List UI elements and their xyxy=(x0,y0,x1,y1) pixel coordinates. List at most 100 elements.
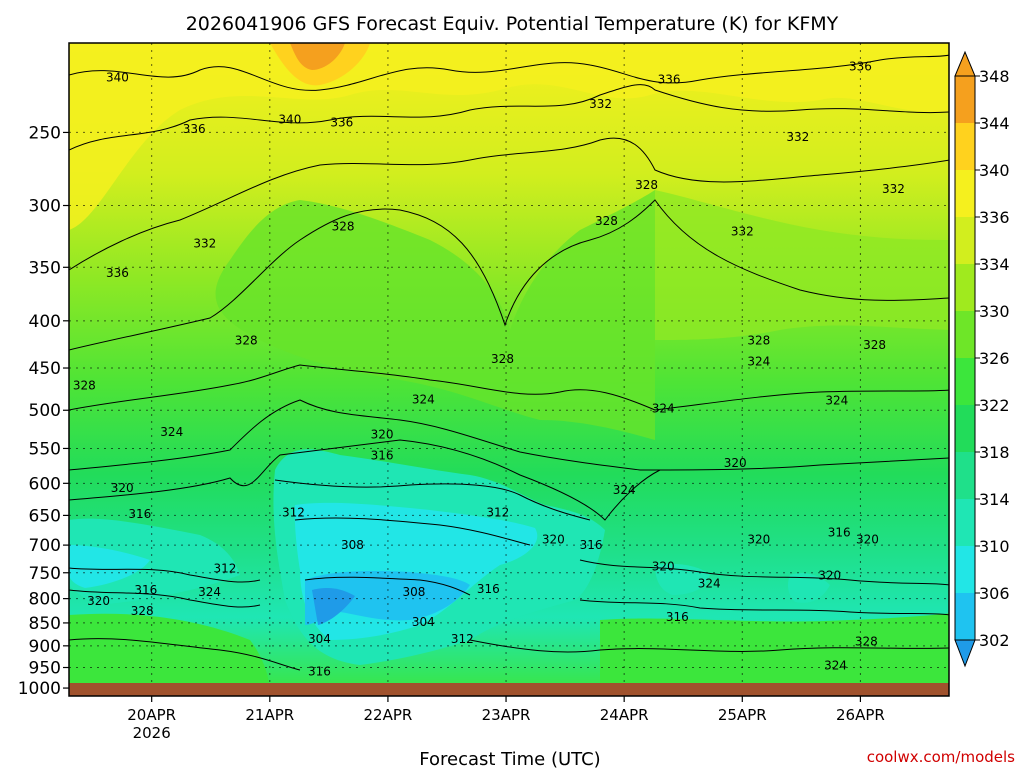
y-tick-label: 600 xyxy=(29,474,61,494)
contour-label: 320 xyxy=(856,532,879,546)
y-axis: 250 300 350 400 450 500 550 600 650 700 750 800 850 9… xyxy=(18,123,69,699)
contour-label: 336 xyxy=(658,72,681,86)
y-tick-label: 300 xyxy=(29,197,61,217)
contour-label: 308 xyxy=(402,585,425,599)
y-tick-label: 900 xyxy=(29,637,61,657)
contour-label: 324 xyxy=(824,658,847,672)
colorbar-segment xyxy=(955,217,975,264)
contour-label: 340 xyxy=(278,112,301,126)
contour-label: 304 xyxy=(308,632,331,646)
contour-low-east-2 xyxy=(579,599,949,616)
x-axis-label: Forecast Time (UTC) xyxy=(419,749,600,768)
colorbar-segment xyxy=(955,546,975,593)
contour-324 xyxy=(69,364,949,411)
x-tick-label: 26APR xyxy=(836,706,885,724)
contour-label: 312 xyxy=(486,505,509,519)
field-mid-east xyxy=(655,190,949,340)
y-tick-label: 450 xyxy=(29,359,61,379)
colorbar: 302 306 310 314 318 322 326 330 334 336 340 344 348 xyxy=(954,50,1010,668)
colorbar-label: 334 xyxy=(979,255,1010,274)
contour-312 xyxy=(274,479,591,521)
field-warm-aloft xyxy=(69,43,949,230)
colorbar-label: 348 xyxy=(979,67,1010,86)
contour-label: 308 xyxy=(341,538,364,552)
chart-title: 2026041906 GFS Forecast Equiv. Potential… xyxy=(186,13,839,35)
contour-340 xyxy=(69,54,949,91)
contour-label: 324 xyxy=(652,402,675,416)
contour-label: 324 xyxy=(613,483,636,497)
colorbar-bottom-arrow xyxy=(954,639,976,668)
y-tick-label: 550 xyxy=(29,439,61,459)
y-tick-label: 700 xyxy=(29,536,61,556)
contour-332 xyxy=(69,137,949,271)
contour-label: 324 xyxy=(412,393,435,407)
contour-label: 316 xyxy=(477,582,500,596)
colorbar-top-arrow xyxy=(954,50,976,77)
contour-label: 320 xyxy=(542,532,565,546)
y-tick-label: 950 xyxy=(29,659,61,679)
contour-label: 324 xyxy=(747,355,770,369)
contour-328 xyxy=(69,199,949,351)
contour-label: 340 xyxy=(106,71,129,85)
contour-label: 320 xyxy=(818,568,841,582)
colorbar-label: 310 xyxy=(979,537,1010,556)
contour-label: 336 xyxy=(106,266,129,280)
y-tick-label: 250 xyxy=(29,123,61,143)
contour-label: 332 xyxy=(882,182,905,196)
ground-group xyxy=(69,683,949,696)
contour-low-east xyxy=(579,559,949,586)
contour-label: 324 xyxy=(698,576,721,590)
colorbar-segment xyxy=(955,264,975,311)
contour-label: 316 xyxy=(308,665,331,679)
contour-label: 320 xyxy=(87,594,110,608)
colorbar-label: 326 xyxy=(979,349,1010,368)
contour-label: 324 xyxy=(160,425,183,439)
colorbar-label: 322 xyxy=(979,396,1010,415)
x-tick-label: 25APR xyxy=(718,706,767,724)
y-tick-label: 1000 xyxy=(18,679,61,699)
field-east-dry-2 xyxy=(787,573,830,603)
contour-label: 328 xyxy=(863,338,886,352)
field-mid-tongue xyxy=(215,190,656,440)
contour-label: 336 xyxy=(183,122,206,136)
x-tick-label: 23APR xyxy=(482,706,531,724)
x-tick-label: 21APR xyxy=(245,706,294,724)
field-surface-east xyxy=(600,613,949,696)
contour-label: 332 xyxy=(589,97,612,111)
colorbar-segment xyxy=(955,311,975,358)
colorbar-segment xyxy=(955,76,975,123)
contour-label: 328 xyxy=(595,214,618,228)
colorbar-label: 330 xyxy=(979,302,1010,321)
contour-308 xyxy=(294,517,531,546)
field-driest-core xyxy=(312,587,355,625)
contour-label: 320 xyxy=(371,427,394,441)
contour-label: 328 xyxy=(635,178,658,192)
contour-label: 324 xyxy=(198,585,221,599)
colorbar-segment xyxy=(955,123,975,170)
contour-label: 312 xyxy=(213,561,236,575)
colorbar-label: 318 xyxy=(979,443,1010,462)
contour-label: 328 xyxy=(131,604,154,618)
contour-low-west xyxy=(69,567,261,583)
contour-lines xyxy=(69,54,949,671)
colour-field xyxy=(69,43,949,696)
contour-labels: 340 340 336 336 332 336 336 332 332 328 332 332 336 3… xyxy=(73,59,905,678)
contour-label: 320 xyxy=(652,559,675,573)
contour-low-west-2 xyxy=(69,589,261,608)
contour-label: 320 xyxy=(724,456,747,470)
x-tick-label: 20APR xyxy=(127,706,176,724)
colorbar-label: 302 xyxy=(979,631,1010,650)
x-tick-label: 22APR xyxy=(364,706,413,724)
colorbar-label: 340 xyxy=(979,161,1010,180)
contour-label: 328 xyxy=(332,219,355,233)
ground-strip xyxy=(69,683,949,696)
x-tick-label: 24APR xyxy=(600,706,649,724)
field-surface-west xyxy=(69,613,270,696)
field-warmest-peak xyxy=(290,43,345,70)
y-tick-label: 400 xyxy=(29,312,61,332)
contour-316 xyxy=(69,439,661,521)
contour-label: 328 xyxy=(491,352,514,366)
y-tick-label: 750 xyxy=(29,564,61,584)
